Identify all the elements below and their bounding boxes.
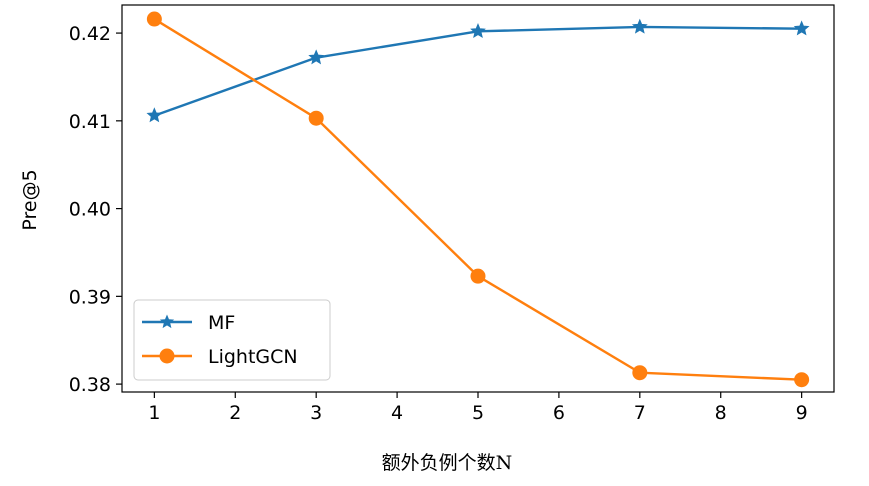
x-tick-label: 2 (229, 402, 241, 424)
legend-marker-lightgcn (159, 348, 175, 364)
x-tick-label: 3 (310, 402, 322, 424)
data-point-mf (631, 18, 648, 34)
legend-entries (142, 314, 192, 364)
data-point-lightgcn (632, 365, 648, 381)
series-layer (146, 11, 810, 388)
y-tick-label: 0.38 (69, 374, 111, 396)
data-point-mf (793, 20, 810, 36)
legend-frame (133, 299, 331, 381)
data-point-mf (146, 107, 163, 123)
y-axis-ticks: 0.38 0.39 0.40 0.41 0.42 (69, 23, 122, 396)
y-axis-label: Pre@5 (19, 169, 41, 230)
x-tick-label: 5 (472, 402, 484, 424)
data-point-lightgcn (470, 268, 486, 284)
data-point-mf (308, 49, 325, 65)
y-tick-label: 0.39 (69, 286, 111, 308)
legend: MF LightGCN (133, 299, 331, 381)
data-point-lightgcn (794, 372, 810, 388)
x-tick-label: 8 (715, 402, 727, 424)
y-tick-label: 0.40 (69, 199, 111, 221)
x-tick-label: 6 (553, 402, 565, 424)
legend-marker-mf (159, 314, 175, 329)
legend-label-lightgcn: LightGCN (208, 346, 298, 368)
data-point-lightgcn (308, 110, 324, 126)
data-point-lightgcn (146, 11, 162, 27)
x-axis-ticks: 1 2 3 4 5 6 7 8 9 (148, 392, 808, 424)
y-tick-label: 0.41 (69, 111, 111, 133)
data-point-mf (470, 23, 486, 39)
y-tick-label: 0.42 (69, 23, 111, 45)
x-axis-caption: 额外负例个数N (382, 452, 513, 474)
series-line-mf (153, 25, 803, 117)
x-tick-label: 1 (148, 402, 160, 424)
x-tick-label: 7 (634, 402, 646, 424)
x-tick-label: 9 (796, 402, 808, 424)
legend-label-mf: MF (208, 312, 235, 334)
x-tick-label: 4 (391, 402, 403, 424)
